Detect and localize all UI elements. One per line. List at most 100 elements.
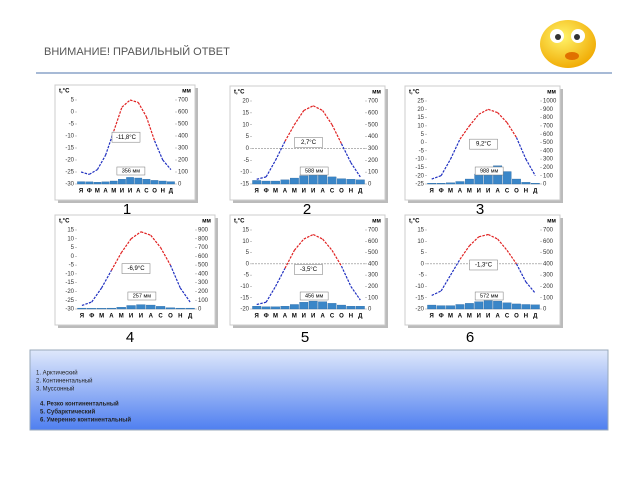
temperature-segment	[120, 238, 132, 254]
y-tick-label: -10	[240, 284, 249, 290]
y2-tick-label: 400	[543, 261, 554, 267]
y2-tick-label: 600	[368, 239, 379, 245]
y-tick-label: -15	[415, 165, 424, 171]
precipitation-bar	[87, 308, 97, 310]
x-tick-label: О	[514, 314, 519, 320]
y2-tick-label: 300	[368, 273, 379, 279]
temperature-segment	[303, 233, 314, 240]
y-axis-label: t,°C	[409, 90, 420, 96]
y-tick-label: 0	[71, 254, 75, 260]
precipitation-bar	[77, 181, 85, 185]
x-tick-label: Я	[79, 189, 83, 195]
temperature-segment	[293, 110, 305, 126]
x-tick-label: М	[448, 314, 453, 320]
precipitation-bar	[101, 181, 110, 185]
x-tick-label: М	[292, 314, 297, 320]
temperature-segment	[101, 270, 112, 289]
x-tick-label: О	[168, 314, 173, 320]
precipitation-bar	[136, 304, 146, 310]
chart-number: 6	[466, 329, 474, 346]
legend-item: 2. Континентальный	[36, 378, 93, 385]
x-tick-label: Ф	[264, 314, 269, 320]
precipitation-note: 356 мм	[122, 168, 140, 174]
legend-item: 6. Умеренно континентальный	[40, 417, 131, 424]
y-tick-label: -15	[240, 295, 249, 301]
x-tick-label: И	[477, 314, 481, 320]
temperature-segment	[162, 159, 172, 170]
y-tick-label: -25	[65, 170, 74, 176]
y-tick-label: 10	[242, 239, 249, 245]
precipitation-bar	[280, 306, 290, 310]
precipitation-bar	[446, 182, 455, 185]
y-tick-label: 15	[67, 228, 74, 234]
y2-tick-label: 400	[543, 148, 554, 154]
y2-axis-label: мм	[547, 219, 556, 225]
precipitation-note-box	[127, 291, 157, 301]
precipitation-bar	[427, 304, 437, 310]
precipitation-bar	[116, 307, 126, 310]
x-tick-label: Д	[533, 314, 538, 320]
precipitation-bar	[118, 179, 126, 185]
temperature-segment	[130, 231, 142, 240]
y2-tick-label: 300	[543, 273, 554, 279]
temperature-segment	[179, 287, 191, 303]
x-tick-label: Я	[430, 314, 434, 320]
x-tick-label: М	[119, 314, 124, 320]
precipitation-bar	[185, 307, 195, 310]
temperature-segment	[497, 238, 508, 251]
precipitation-bar	[346, 306, 356, 310]
y-tick-label: -20	[415, 173, 424, 179]
temperature-note-box	[121, 263, 151, 274]
precipitation-bar	[337, 304, 346, 310]
temperature-segment	[350, 286, 361, 301]
y-tick-label: 20	[242, 99, 249, 105]
x-tick-label: Н	[524, 189, 528, 195]
x-tick-label: И	[311, 314, 315, 320]
precipitation-bar	[106, 307, 116, 310]
y-tick-label: 15	[417, 228, 424, 234]
legend-item: 4. Резко континентальный	[40, 401, 119, 408]
y-tick-label: 5	[246, 250, 250, 256]
temperature-segment	[150, 234, 162, 248]
y-tick-label: 5	[421, 250, 425, 256]
y2-tick-label: 0	[368, 182, 372, 188]
y2-tick-label: 100	[543, 295, 554, 301]
x-tick-label: И	[302, 314, 306, 320]
temperature-segment	[468, 113, 480, 127]
temperature-segment	[431, 175, 442, 180]
precipitation-bar	[146, 304, 156, 310]
x-tick-label: М	[292, 189, 297, 195]
precipitation-bar	[521, 182, 531, 185]
y2-tick-label: 900	[198, 228, 209, 234]
x-tick-label: М	[111, 189, 116, 195]
precipitation-bar	[271, 306, 280, 310]
y2-tick-label: 800	[198, 236, 209, 242]
x-tick-label: Н	[524, 314, 528, 320]
precipitation-bar	[327, 176, 337, 185]
x-tick-label: Д	[533, 189, 538, 195]
y2-tick-label: 300	[178, 146, 189, 152]
precipitation-bar	[150, 180, 159, 185]
y-tick-label: -15	[65, 146, 74, 152]
climate-chart: t,°C мм2520151050-5-10-15-20-251000900800…	[404, 85, 563, 203]
y-tick-label: -5	[244, 273, 250, 279]
precipitation-bar	[252, 306, 262, 310]
chart-number: 5	[301, 329, 309, 346]
y-tick-label: 0	[421, 140, 425, 146]
temperature-segment	[284, 124, 295, 142]
x-tick-label: А	[458, 314, 463, 320]
y2-tick-label: 700	[368, 99, 379, 105]
x-tick-label: М	[273, 314, 278, 320]
precipitation-bar	[446, 305, 455, 310]
charts: t,°C мм50-5-10-15-20-25-30700600500400300…	[54, 84, 563, 346]
y2-tick-label: 500	[368, 122, 379, 128]
chart-number: 4	[126, 329, 134, 346]
temperature-note-box	[111, 131, 141, 143]
temperature-segment	[88, 169, 98, 175]
y2-tick-label: 0	[543, 307, 547, 313]
y-tick-label: 0	[246, 146, 250, 152]
x-tick-label: М	[99, 314, 104, 320]
precipitation-bar	[436, 305, 446, 310]
y2-tick-label: 700	[178, 98, 189, 104]
